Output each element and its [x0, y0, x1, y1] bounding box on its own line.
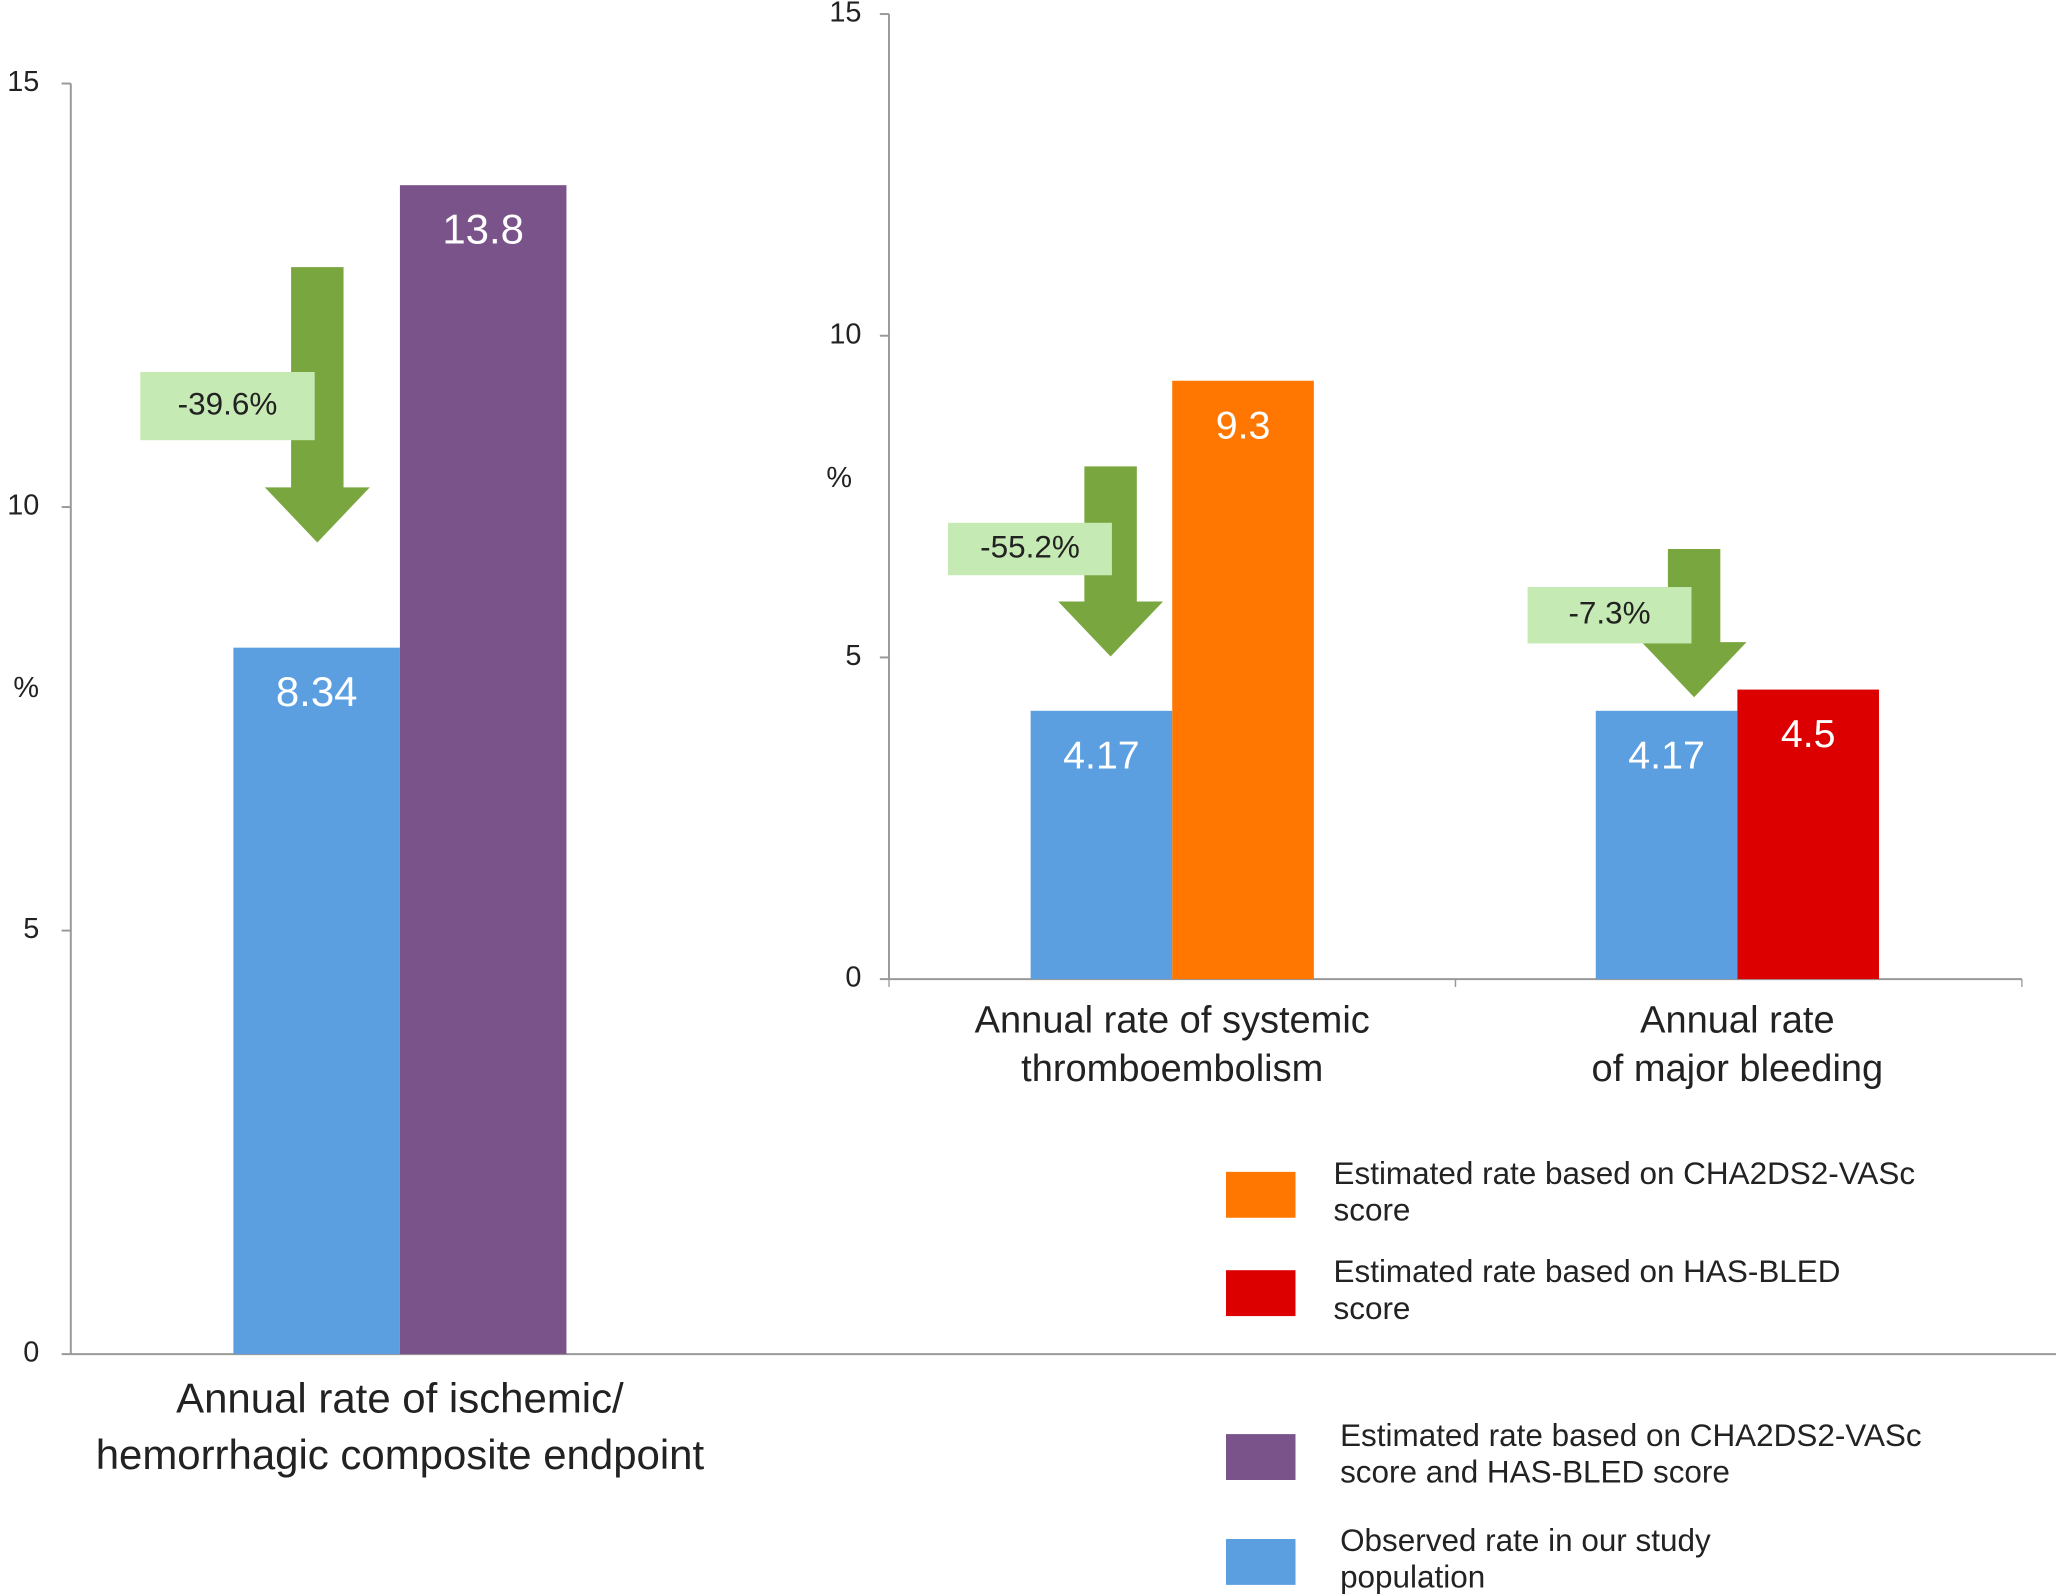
y-axis-label: % [13, 672, 39, 704]
y-tick-label: 0 [845, 962, 861, 994]
value-label: 4.17 [1063, 733, 1140, 777]
annotation-box [140, 372, 315, 441]
arrow [1641, 549, 1747, 698]
annotation-box [948, 522, 1112, 576]
legend-swatch [1225, 1171, 1296, 1218]
x-tick-label: thromboembolism [1021, 1048, 1323, 1090]
value-label: 4.17 [1628, 733, 1705, 777]
bar [1595, 710, 1738, 980]
y-tick-label: 15 [829, 0, 861, 29]
bar [399, 185, 567, 1355]
x-tick-label: Annual rate of systemic [975, 999, 1370, 1041]
y-axis-label: % [826, 462, 852, 494]
value-label: 9.3 [1216, 403, 1271, 447]
y-tick-label: 5 [23, 913, 39, 945]
annotation: -39.6% [178, 386, 278, 421]
legend-swatch [1225, 1434, 1296, 1480]
legend-swatch [1225, 1538, 1296, 1585]
annotation-box [1527, 587, 1692, 644]
annotation: -55.2% [980, 529, 1080, 564]
legend-swatch [1225, 1270, 1296, 1317]
value-label: 4.5 [1781, 712, 1836, 756]
bar [1737, 689, 1879, 980]
legend-label: Observed rate in our study population [1340, 1523, 1711, 1595]
legend-label: Estimated rate based on CHA2DS2-VASc scor… [1340, 1418, 1922, 1490]
value-label: 8.34 [276, 668, 358, 715]
y-tick-label: 10 [829, 318, 861, 350]
annotation: -7.3% [1568, 596, 1650, 631]
x-tick-label: of major bleeding [1592, 1048, 1884, 1090]
y-tick-label: 10 [7, 490, 39, 522]
y-tick-label: 15 [7, 66, 39, 98]
bar [1030, 710, 1173, 980]
arrow [264, 267, 370, 543]
bar [1172, 380, 1314, 980]
y-tick-label: 5 [845, 640, 861, 672]
legend-label: Estimated rate based on CHA2DS2-VASc scor… [1334, 1156, 1916, 1228]
legend-label: Estimated rate based on HAS-BLED score [1334, 1254, 1841, 1326]
x-tick-label: hemorrhagic composite endpoint [96, 1431, 705, 1478]
y-tick-label: 0 [23, 1337, 39, 1369]
value-label: 13.8 [442, 205, 524, 252]
x-tick-label: Annual rate [1640, 999, 1834, 1041]
bar [233, 647, 400, 1355]
x-tick-label: Annual rate of ischemic/ [176, 1374, 624, 1421]
